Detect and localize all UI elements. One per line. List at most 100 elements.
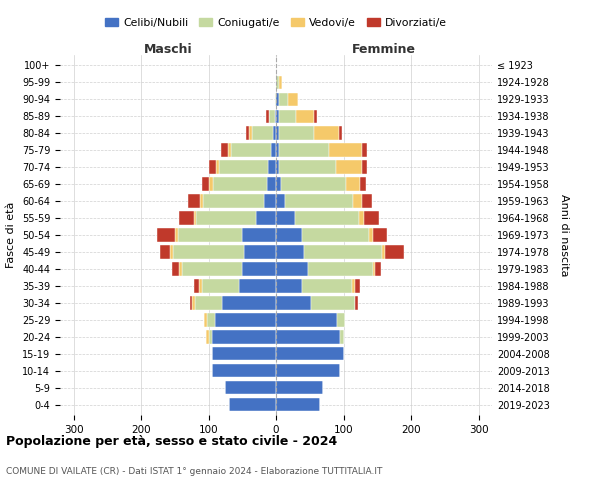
Bar	[239, 280, 276, 292]
Legend: Celibi/Nubili, Coniugati/e, Vedovi/e, Divorziati/e: Celibi/Nubili, Coniugati/e, Vedovi/e, Di…	[100, 14, 452, 32]
Bar	[215, 314, 276, 326]
Bar	[308, 262, 373, 276]
Bar	[196, 212, 256, 224]
Bar	[302, 228, 369, 241]
Bar	[385, 246, 404, 258]
Bar	[268, 160, 276, 173]
Bar	[373, 228, 388, 241]
Bar	[276, 262, 308, 276]
Bar	[172, 262, 179, 276]
Bar	[264, 194, 276, 207]
Bar	[346, 178, 361, 190]
Bar	[362, 160, 367, 173]
Bar	[206, 330, 209, 344]
Bar	[205, 314, 207, 326]
Bar	[271, 144, 276, 156]
Bar	[361, 178, 366, 190]
Bar	[276, 246, 304, 258]
Bar	[216, 160, 220, 173]
Bar	[275, 110, 276, 123]
Bar	[276, 126, 278, 140]
Bar	[212, 178, 266, 190]
Y-axis label: Fasce di età: Fasce di età	[7, 202, 16, 268]
Bar	[170, 246, 173, 258]
Bar	[249, 126, 253, 140]
Bar	[337, 314, 345, 326]
Bar	[194, 280, 199, 292]
Bar	[244, 246, 276, 258]
Bar	[190, 296, 193, 310]
Text: Maschi: Maschi	[143, 43, 193, 56]
Bar	[200, 194, 203, 207]
Bar	[276, 398, 320, 411]
Bar	[160, 246, 170, 258]
Bar	[278, 144, 329, 156]
Bar	[232, 144, 271, 156]
Bar	[296, 110, 314, 123]
Bar	[314, 110, 317, 123]
Bar	[193, 296, 195, 310]
Bar	[286, 194, 353, 207]
Bar	[369, 228, 373, 241]
Bar	[278, 126, 314, 140]
Bar	[336, 160, 362, 173]
Bar	[276, 212, 295, 224]
Bar	[364, 212, 379, 224]
Bar	[272, 126, 276, 140]
Bar	[266, 110, 269, 123]
Bar	[359, 212, 364, 224]
Bar	[182, 262, 242, 276]
Bar	[242, 228, 276, 241]
Text: COMUNE DI VAILATE (CR) - Dati ISTAT 1° gennaio 2024 - Elaborazione TUTTITALIA.IT: COMUNE DI VAILATE (CR) - Dati ISTAT 1° g…	[6, 468, 382, 476]
Bar	[276, 160, 278, 173]
Bar	[375, 262, 380, 276]
Bar	[353, 194, 362, 207]
Bar	[276, 280, 302, 292]
Bar	[276, 76, 278, 89]
Bar	[276, 144, 278, 156]
Y-axis label: Anni di nascita: Anni di nascita	[559, 194, 569, 276]
Bar	[228, 144, 232, 156]
Bar	[278, 92, 288, 106]
Bar	[281, 178, 346, 190]
Bar	[253, 126, 272, 140]
Bar	[179, 212, 194, 224]
Bar	[209, 330, 212, 344]
Bar	[220, 160, 268, 173]
Bar	[194, 212, 196, 224]
Bar	[314, 126, 340, 140]
Bar	[266, 178, 276, 190]
Bar	[212, 364, 276, 378]
Bar	[226, 381, 276, 394]
Bar	[209, 160, 216, 173]
Bar	[276, 228, 302, 241]
Bar	[278, 110, 296, 123]
Bar	[276, 178, 281, 190]
Bar	[179, 262, 182, 276]
Bar	[288, 92, 298, 106]
Bar	[311, 296, 355, 310]
Bar	[188, 194, 200, 207]
Bar	[362, 144, 367, 156]
Bar	[256, 212, 276, 224]
Bar	[245, 126, 249, 140]
Bar	[276, 110, 278, 123]
Bar	[302, 280, 352, 292]
Bar	[276, 330, 340, 344]
Bar	[222, 296, 276, 310]
Bar	[275, 92, 276, 106]
Bar	[212, 330, 276, 344]
Bar	[276, 314, 337, 326]
Bar	[173, 246, 244, 258]
Bar	[329, 144, 362, 156]
Bar	[352, 280, 355, 292]
Bar	[203, 194, 264, 207]
Bar	[202, 280, 239, 292]
Bar	[269, 110, 275, 123]
Bar	[278, 76, 282, 89]
Bar	[276, 347, 343, 360]
Text: Popolazione per età, sesso e stato civile - 2024: Popolazione per età, sesso e stato civil…	[6, 435, 337, 448]
Bar	[195, 296, 222, 310]
Bar	[276, 364, 340, 378]
Bar	[295, 212, 359, 224]
